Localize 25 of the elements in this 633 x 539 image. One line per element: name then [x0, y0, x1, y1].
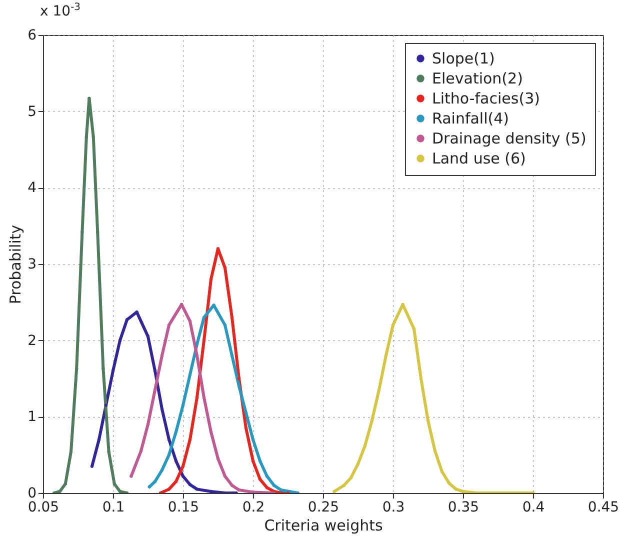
y-tick-label: 1 [28, 409, 36, 426]
x-tick-label: 0.35 [448, 500, 480, 516]
x-axis-title: Criteria weights [264, 516, 383, 534]
legend-label: Litho-facies(3) [432, 90, 540, 108]
legend-label: Slope(1) [432, 50, 495, 68]
x-tick-label: 0.45 [588, 500, 620, 516]
x-tick-label: 0.05 [28, 500, 60, 516]
legend-label: Drainage density (5) [432, 130, 586, 148]
y-tick-label: 3 [28, 256, 36, 272]
x-tick-label: 0.25 [308, 500, 340, 516]
y-tick-label: 2 [28, 332, 36, 349]
legend-label: Elevation(2) [432, 70, 523, 88]
x-tick-label: 0.4 [522, 500, 545, 516]
y-tick-label: 5 [28, 104, 36, 120]
x-tick-label: 0.15 [168, 500, 200, 516]
y-tick-label: 0 [28, 486, 36, 502]
y-tick-label: 4 [28, 180, 37, 196]
x-tick-label: 0.2 [242, 500, 265, 516]
y-tick-label: 6 [28, 28, 37, 44]
legend-label: Rainfall(4) [432, 110, 510, 128]
x-tick-label: 0.1 [102, 500, 125, 516]
text: x 10$^{-3}$ [40, 2, 81, 20]
y-axis-title: Probability [6, 224, 25, 304]
x-tick-label: 0.3 [382, 500, 405, 516]
legend-label: Land use (6) [432, 150, 526, 168]
